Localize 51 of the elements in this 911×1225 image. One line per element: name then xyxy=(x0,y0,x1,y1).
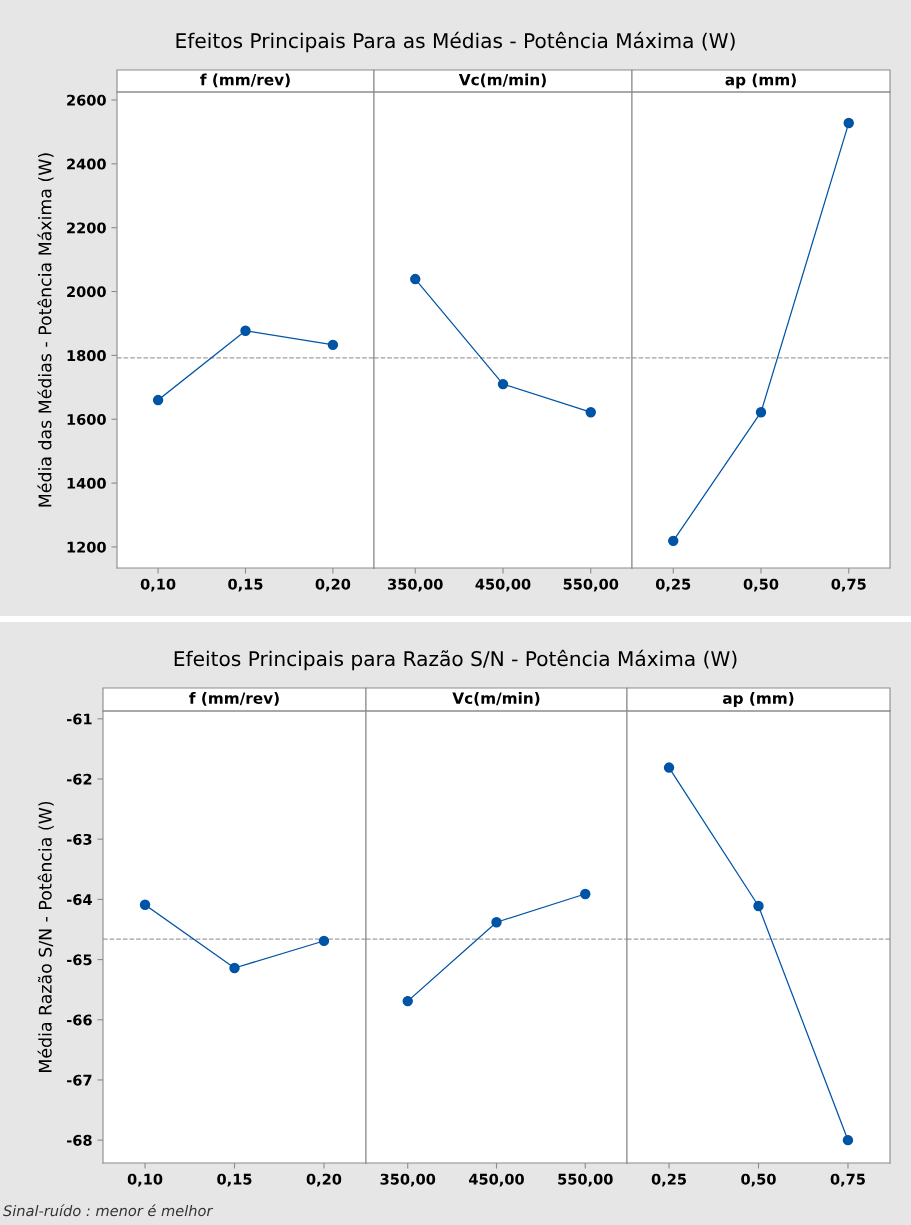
y-tick-label: 2600 xyxy=(67,94,106,106)
x-tick-label: 0,25 xyxy=(651,1173,687,1187)
y-tick-label: -64 xyxy=(67,894,92,906)
y-tick-label: 1600 xyxy=(67,413,106,425)
x-tick-label: 550,00 xyxy=(558,1173,613,1187)
point xyxy=(327,339,339,351)
x-tick-label: 550,00 xyxy=(563,578,619,592)
y-tick-label: 1200 xyxy=(67,541,106,553)
x-tick-label: 0,20 xyxy=(306,1173,342,1187)
x-tick-label: 0,15 xyxy=(217,1173,252,1187)
text: Efeitos Principais para Razão S/N - Potência Máxima (W) xyxy=(174,649,737,671)
x-tick-label: 0,10 xyxy=(140,578,176,592)
x-tick-label: 0,75 xyxy=(831,578,866,592)
x-tick-label: 0,25 xyxy=(655,578,691,592)
x-tick-label: 0,50 xyxy=(741,1173,776,1187)
chart-subtitle: ap (mm) xyxy=(722,692,794,707)
x-tick-label: 0,50 xyxy=(743,578,779,592)
point xyxy=(139,899,151,911)
chart-subtitle: Vc(m/min) xyxy=(452,692,540,706)
y-tick-label: 2400 xyxy=(67,158,106,170)
x-tick-label: 0,20 xyxy=(315,578,351,592)
y-tick-label: 1400 xyxy=(67,477,106,489)
x-tick-label: 0,15 xyxy=(228,578,263,592)
text: Sinal-ruído : menor é melhor xyxy=(3,1204,214,1217)
chart-subtitle: f (mm/rev) xyxy=(200,73,290,88)
y-tick-label: 2000 xyxy=(67,286,106,298)
y-axis-title: Média das Médias - Potência Máxima (W) xyxy=(37,153,54,507)
x-tick-label: 350,00 xyxy=(388,578,443,592)
point xyxy=(229,962,240,974)
y-tick-label: -65 xyxy=(67,954,92,966)
point xyxy=(240,325,251,337)
x-tick-label: 350,00 xyxy=(380,1173,436,1187)
y-tick-label: -67 xyxy=(67,1074,92,1086)
point xyxy=(318,935,330,947)
text: Efeitos Principais Para as Médias - Potência Máxima (W) xyxy=(176,31,735,53)
y-tick-label: -68 xyxy=(67,1134,92,1146)
x-tick-label: 450,00 xyxy=(475,578,531,592)
x-tick-label: 0,10 xyxy=(127,1173,163,1187)
y-axis-title: Média Razão S/N - Potência (W) xyxy=(37,801,54,1072)
chart-subtitle: Vc(m/min) xyxy=(458,73,546,88)
chart-subtitle: f (mm/rev) xyxy=(189,692,279,706)
y-tick-label: 1800 xyxy=(67,350,106,362)
x-tick-label: 0,75 xyxy=(830,1173,865,1187)
y-tick-label: -63 xyxy=(67,833,92,845)
y-tick-label: -62 xyxy=(67,773,92,785)
x-tick-label: 450,00 xyxy=(469,1173,524,1187)
chart-subtitle: ap (mm) xyxy=(725,73,796,89)
point xyxy=(152,394,164,406)
y-tick-label: -66 xyxy=(67,1014,92,1026)
y-tick-label: 2200 xyxy=(67,222,106,234)
y-tick-label: -61 xyxy=(67,713,92,725)
